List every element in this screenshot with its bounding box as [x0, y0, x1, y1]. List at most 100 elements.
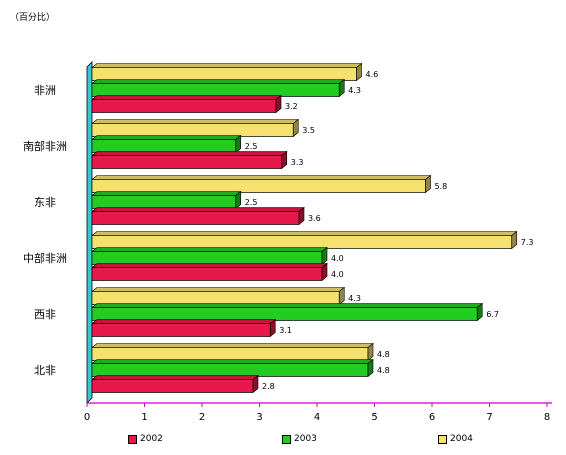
data-label: 7.3	[521, 238, 534, 247]
bar-2004-side	[367, 342, 374, 362]
bar-2002-front	[91, 323, 271, 337]
category-label: 西非	[34, 308, 56, 321]
legend-label-2004: 2004	[450, 434, 473, 444]
bar-2004-front	[91, 67, 357, 81]
category-label: 非洲	[34, 84, 56, 97]
bar-2004-front	[91, 347, 369, 361]
x-tick-label: 6	[429, 412, 435, 423]
x-tick-label: 1	[141, 412, 147, 423]
data-label: 3.1	[279, 326, 292, 335]
bar-2002-side	[252, 374, 259, 394]
chart-wall	[86, 61, 93, 404]
bar-2003-top	[91, 79, 346, 84]
bar-2002-top	[91, 207, 305, 212]
bar-2002-top	[91, 151, 288, 156]
x-tick-label: 8	[544, 412, 550, 423]
bar-2004-front	[91, 179, 426, 193]
bar-2003-top	[91, 359, 374, 364]
x-tick-label: 0	[84, 412, 90, 423]
legend-item-2003: 2003	[282, 434, 317, 444]
bar-2002-side	[281, 150, 288, 170]
data-label: 3.6	[308, 214, 321, 223]
legend-label-2002: 2002	[140, 434, 163, 444]
data-label: 5.8	[435, 182, 448, 191]
data-label: 4.3	[348, 86, 361, 95]
bar-2004-front	[91, 235, 513, 249]
data-label: 3.3	[291, 158, 304, 167]
data-label: 2.8	[262, 382, 275, 391]
bar-2004-top	[91, 287, 346, 292]
data-label: 4.8	[377, 350, 390, 359]
category-label: 中部非洲	[23, 251, 67, 265]
x-tick-label: 7	[486, 412, 492, 423]
bar-2004-side	[292, 118, 299, 138]
bar-2004-side	[356, 62, 362, 82]
bar-2003-front	[91, 83, 340, 97]
bar-2004-front	[91, 291, 340, 305]
x-tick-label: 5	[371, 412, 377, 423]
bar-2003-side	[476, 302, 483, 322]
legend-item-2004: 2004	[438, 434, 473, 444]
data-label: 2.5	[245, 142, 258, 151]
bar-2002-side	[275, 94, 282, 114]
bar-2003-side	[235, 134, 242, 154]
bar-2003-front	[91, 251, 323, 265]
data-label: 4.0	[331, 270, 344, 279]
x-tick-label: 2	[199, 412, 205, 423]
bar-2002-front	[91, 155, 283, 169]
bar-2002-side	[298, 206, 305, 226]
category-label: 东非	[34, 196, 56, 209]
x-tick-label: 3	[256, 412, 262, 423]
bar-2004-side	[511, 230, 518, 250]
bar-2004-front	[91, 123, 294, 137]
bar-2003-side	[321, 246, 328, 266]
legend: 2002 2003 2004	[0, 434, 566, 450]
legend-swatch-2004	[438, 434, 447, 444]
data-label: 3.2	[285, 102, 298, 111]
legend-swatch-2003	[282, 434, 291, 444]
bar-2004-top	[91, 343, 374, 348]
bar-2004-top	[91, 231, 518, 236]
x-tick-label: 4	[314, 412, 320, 423]
bar-2002-front	[91, 99, 277, 113]
bar-2003-top	[91, 303, 484, 308]
bar-2003-side	[338, 78, 345, 98]
data-label: 4.8	[377, 366, 390, 375]
bar-2003-front	[91, 307, 478, 321]
legend-label-2003: 2003	[294, 434, 317, 444]
bar-2004-side	[338, 286, 345, 306]
bar-2003-top	[91, 191, 242, 196]
bar-2003-side	[235, 190, 242, 210]
bar-2002-top	[91, 263, 328, 268]
bar-2002-side	[321, 262, 328, 282]
bar-2002-top	[91, 95, 282, 100]
legend-swatch-2002	[128, 434, 137, 444]
unit-note: （百分比）	[10, 13, 56, 23]
bar-2004-top	[91, 119, 300, 124]
bar-2004-side	[425, 174, 431, 194]
bar-2002-top	[91, 319, 277, 324]
bar-2002-top	[91, 375, 259, 380]
data-label: 4.0	[331, 254, 344, 263]
category-label: 北非	[34, 364, 56, 377]
data-label: 3.5	[302, 126, 315, 135]
bar-2003-side	[367, 358, 374, 378]
data-label: 2.5	[245, 198, 258, 207]
category-label: 南部非洲	[23, 139, 67, 153]
data-label: 6.7	[486, 310, 499, 319]
bar-2003-front	[91, 363, 369, 377]
data-label: 4.3	[348, 294, 361, 303]
bar-2004-top	[91, 63, 363, 68]
bar-2002-front	[91, 267, 323, 281]
bar-2003-top	[91, 135, 242, 140]
bar-2002-front	[91, 211, 300, 225]
bar-2004-top	[91, 175, 432, 180]
bar-2002-side	[269, 318, 276, 338]
bar-2002-front	[91, 379, 254, 393]
data-label: 4.6	[366, 70, 379, 79]
bar-2003-front	[91, 195, 237, 209]
bar-2003-front	[91, 139, 237, 153]
bar-2003-top	[91, 247, 328, 252]
legend-item-2002: 2002	[128, 434, 163, 444]
